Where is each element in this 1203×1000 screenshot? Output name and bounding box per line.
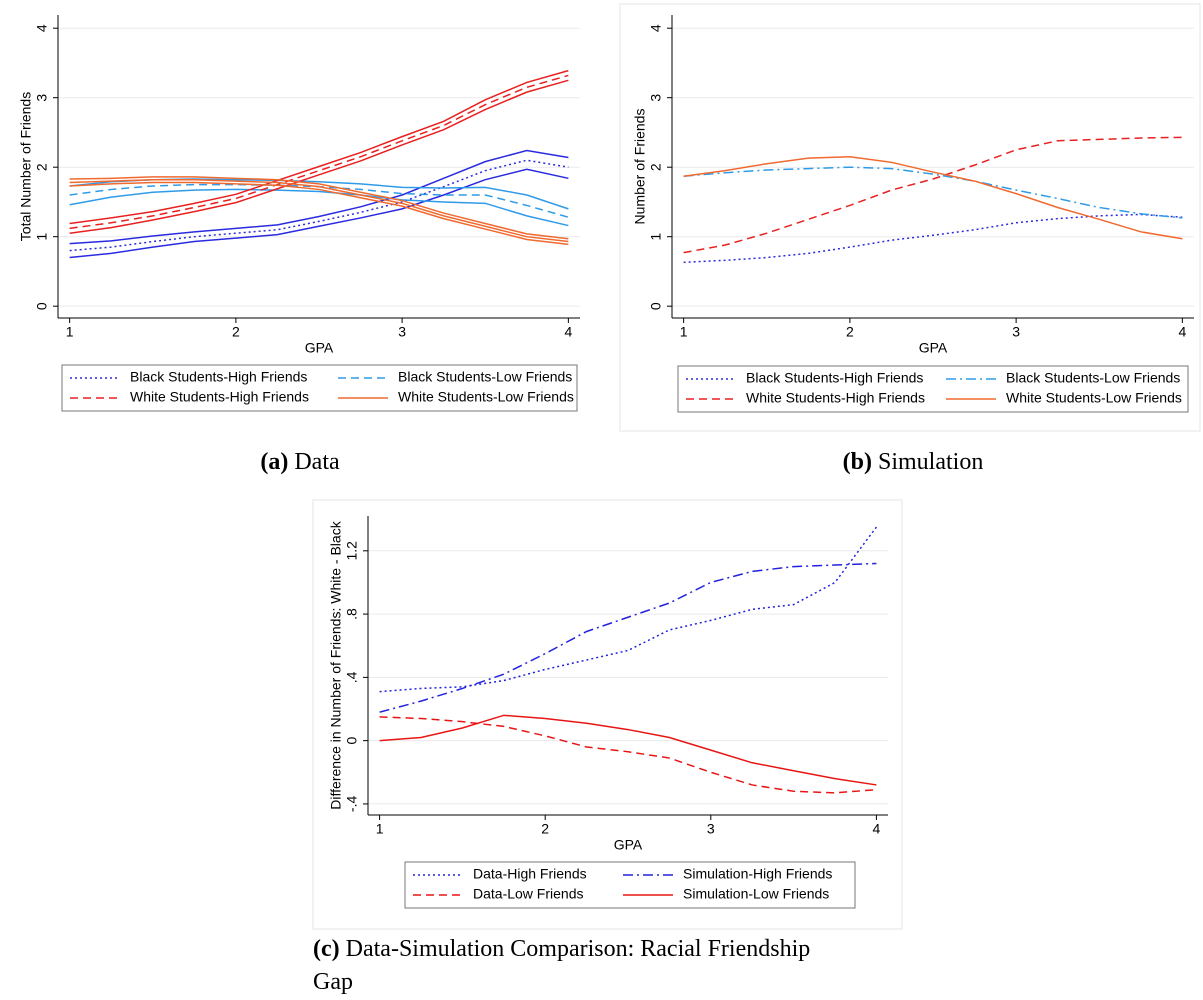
caption: (b) Simulation <box>843 449 984 475</box>
x-tick-label: 3 <box>707 821 715 837</box>
series-line <box>379 526 878 693</box>
legend-box <box>61 364 578 412</box>
y-tick-label: 1 <box>648 233 664 241</box>
legend-label: Simulation-High Friends <box>683 866 832 882</box>
series-line <box>683 213 1183 264</box>
y-axis-title: Number of Friends <box>632 109 648 225</box>
caption-label: (c) <box>313 936 340 962</box>
panel-border <box>619 3 1201 432</box>
y-axis-title: Total Number of Friends <box>18 92 34 241</box>
y-tick-label: 1 <box>34 233 50 241</box>
y-tick-label: 1.2 <box>344 541 360 561</box>
legend-label: Data-High Friends <box>473 866 587 882</box>
series-line <box>69 178 569 243</box>
caption-text: Data-Simulation Comparison: Racial Frien… <box>346 936 811 962</box>
series-line <box>379 716 877 794</box>
panel-border <box>312 499 903 930</box>
band-upper <box>69 149 569 245</box>
legend-label: Black Students-Low Friends <box>1006 370 1180 386</box>
x-tick-label: 2 <box>232 324 240 340</box>
y-tick-label: .8 <box>344 608 360 620</box>
y-tick-label: 2 <box>648 163 664 171</box>
caption-label: (b) <box>843 449 872 475</box>
x-tick-label: 3 <box>1012 324 1020 340</box>
legend-label: Black Students-High Friends <box>130 369 307 385</box>
y-tick-label: 3 <box>648 94 664 102</box>
caption: (c) Data-Simulation Comparison: Racial F… <box>313 936 810 962</box>
series-line <box>683 156 1183 240</box>
legend-label: Black Students-Low Friends <box>398 369 572 385</box>
x-axis-title: GPA <box>305 340 334 356</box>
x-tick-label: 2 <box>846 324 854 340</box>
caption-label: (a) <box>260 449 288 475</box>
y-tick-label: 4 <box>648 24 664 32</box>
legend-label: White Students-High Friends <box>130 389 309 405</box>
caption-text: Data <box>294 449 340 475</box>
y-tick-label: 0 <box>344 737 360 745</box>
band-upper <box>69 176 569 240</box>
x-tick-label: 4 <box>1178 324 1186 340</box>
series-line <box>683 136 1183 254</box>
y-tick-label: 2 <box>34 163 50 171</box>
x-tick-label: 3 <box>398 324 406 340</box>
band-upper <box>69 69 569 225</box>
legend-label: White Students-Low Friends <box>398 389 574 405</box>
y-tick-label: 3 <box>34 94 50 102</box>
legend-label: Simulation-Low Friends <box>683 886 829 902</box>
series-line <box>683 166 1183 219</box>
y-tick-label: 4 <box>34 24 50 32</box>
caption: Gap <box>313 969 353 995</box>
y-tick-label: 0 <box>648 302 664 310</box>
legend-label: Data-Low Friends <box>473 886 584 902</box>
x-axis-title: GPA <box>919 340 948 356</box>
band-lower <box>69 188 569 227</box>
y-tick-label: 0 <box>34 302 50 310</box>
series-line <box>69 159 569 252</box>
legend-label: White Students-Low Friends <box>1006 390 1182 406</box>
series-line <box>379 714 877 786</box>
band-lower <box>69 168 569 259</box>
legend-label: White Students-High Friends <box>746 390 925 406</box>
band-lower <box>69 79 569 234</box>
x-tick-label: 1 <box>376 821 384 837</box>
caption-text: Simulation <box>878 449 983 475</box>
y-axis-title: Difference in Number of Friends: White -… <box>328 520 344 809</box>
series-line <box>379 562 877 713</box>
band-lower <box>69 181 569 246</box>
legend-box <box>404 861 856 909</box>
series-line <box>69 74 569 230</box>
x-tick-label: 1 <box>66 324 74 340</box>
legend-box <box>677 365 1189 413</box>
x-tick-label: 2 <box>541 821 549 837</box>
y-tick-label: .4 <box>344 671 360 683</box>
caption: (a) Data <box>260 449 340 475</box>
y-tick-label: -.4 <box>344 796 360 813</box>
caption-text: Gap <box>313 969 353 995</box>
x-tick-label: 4 <box>564 324 572 340</box>
legend-label: Black Students-High Friends <box>746 370 923 386</box>
x-axis-title: GPA <box>614 837 643 853</box>
x-tick-label: 4 <box>873 821 881 837</box>
x-tick-label: 1 <box>680 324 688 340</box>
